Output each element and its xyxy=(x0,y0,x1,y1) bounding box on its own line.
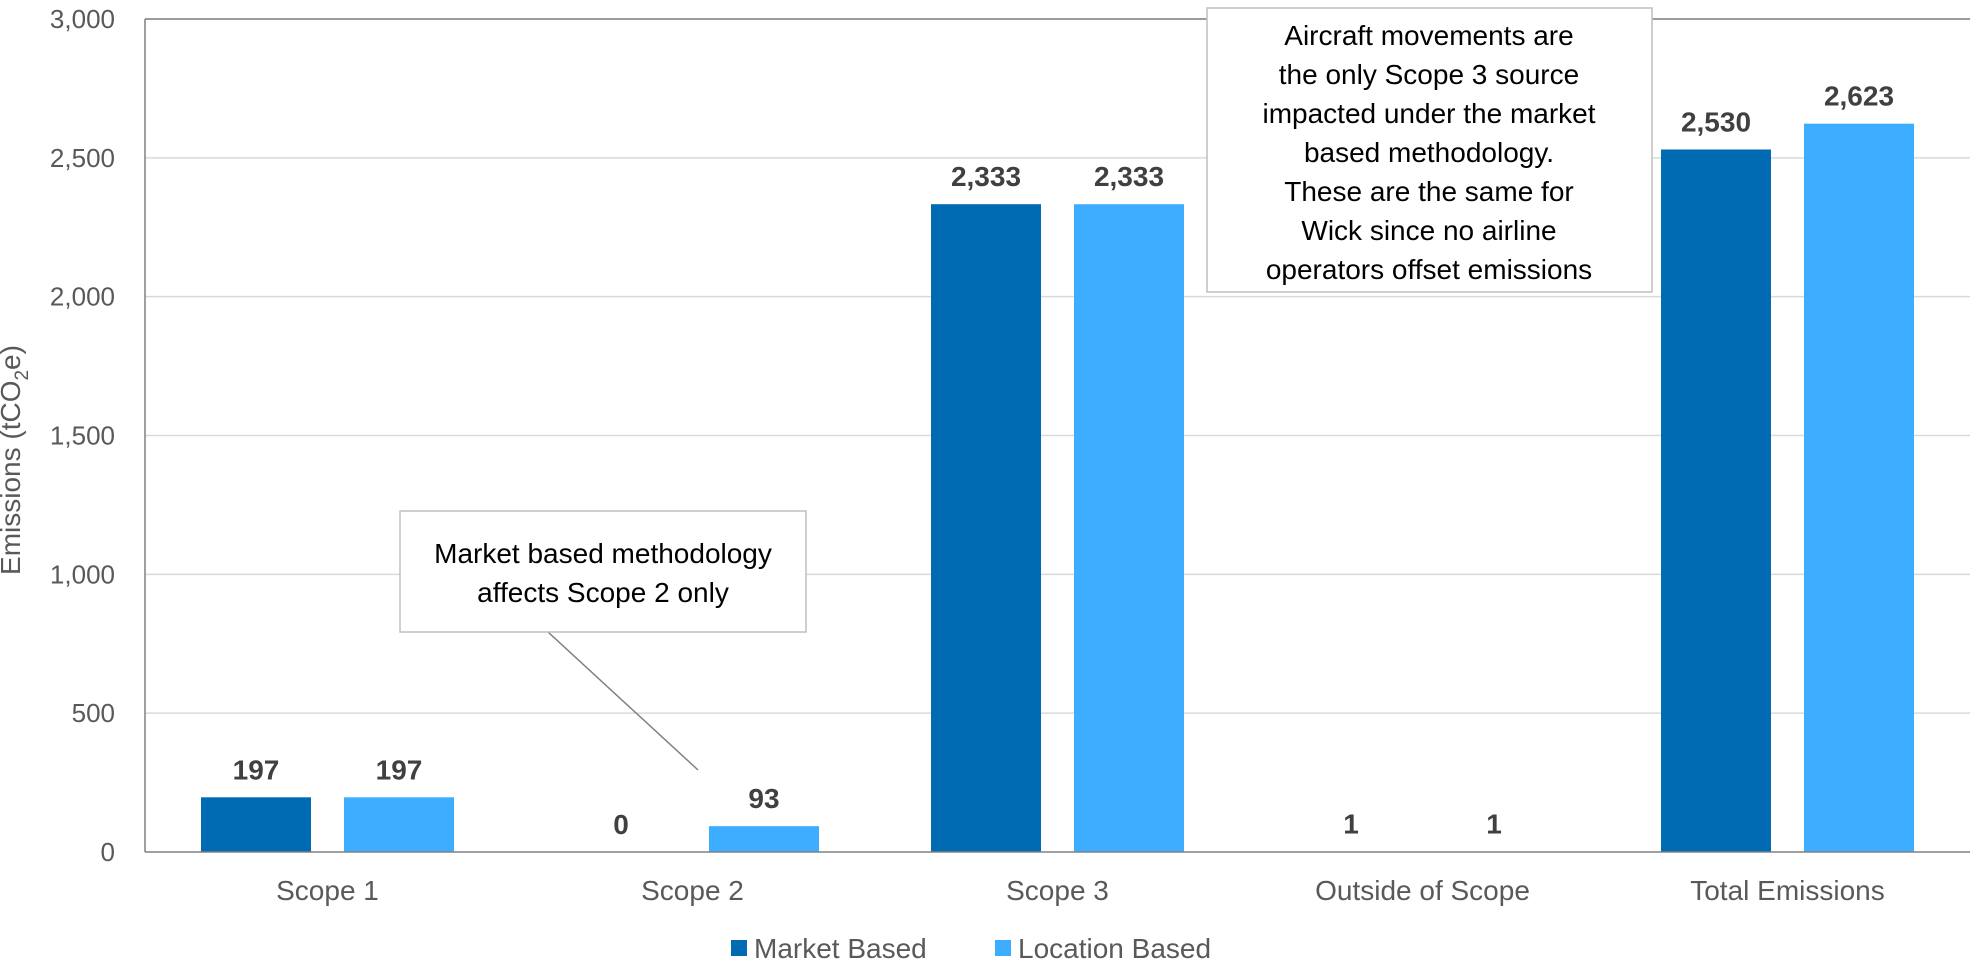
bar-market-based-total-emissions xyxy=(1661,149,1771,853)
data-label: 2,333 xyxy=(1094,161,1164,192)
annotation-leader-line xyxy=(547,631,699,771)
y-tick-label: 2,000 xyxy=(50,282,115,312)
x-axis-categories: Scope 1 Scope 2 Scope 3 Outside of Scope Tot… xyxy=(276,875,1885,906)
bar-location-based-scope-3 xyxy=(1074,204,1184,852)
legend-swatch-market-based xyxy=(731,940,747,956)
data-label: 197 xyxy=(233,754,280,785)
annotation-line: These are the same for xyxy=(1284,176,1573,207)
annotation-line: Aircraft movements are xyxy=(1284,20,1573,51)
annotation-line: operators offset emissions xyxy=(1266,254,1592,285)
bar-location-based-scope-1 xyxy=(344,797,454,852)
bar-market-based-scope-3 xyxy=(931,204,1041,852)
data-label: 2,530 xyxy=(1681,107,1751,138)
y-axis-label: Emissions (tCO2e) xyxy=(0,345,33,575)
x-category-label: Scope 1 xyxy=(276,875,379,906)
bars xyxy=(201,123,1914,853)
y-tick-label: 1,000 xyxy=(50,559,115,589)
data-label: 2,623 xyxy=(1824,81,1894,112)
x-category-label: Scope 2 xyxy=(641,875,744,906)
bar-location-based-scope-2 xyxy=(709,826,819,852)
x-category-label: Outside of Scope xyxy=(1315,875,1530,906)
data-labels: 197 197 0 93 2,333 2,333 1 1 2,530 2,623 xyxy=(233,81,1894,840)
axes xyxy=(144,18,1970,853)
data-label: 2,333 xyxy=(951,161,1021,192)
bar-market-based-scope-1 xyxy=(201,797,311,852)
annotation-scope2: Market based methodology affects Scope 2… xyxy=(399,510,807,771)
bar-location-based-total-emissions xyxy=(1804,123,1914,852)
annotation-scope3: Aircraft movements are the only Scope 3 … xyxy=(1206,7,1653,293)
annotation-line: Wick since no airline xyxy=(1301,215,1556,246)
legend-label-location-based: Location Based xyxy=(1018,933,1211,964)
y-tick-label: 1,500 xyxy=(50,421,115,451)
y-tick-label: 2,500 xyxy=(50,143,115,173)
annotation-box xyxy=(1206,7,1653,293)
legend-label-market-based: Market Based xyxy=(754,933,927,964)
y-tick-label: 3,000 xyxy=(50,4,115,34)
annotation-line: affects Scope 2 only xyxy=(477,577,729,608)
y-axis-ticks: 0 500 1,000 1,500 2,000 2,500 3,000 xyxy=(50,4,115,867)
y-tick-label: 0 xyxy=(101,837,115,867)
data-label: 93 xyxy=(748,783,779,814)
legend: Market Based Location Based xyxy=(731,933,1211,964)
data-label: 197 xyxy=(376,754,423,785)
x-category-label: Scope 3 xyxy=(1006,875,1109,906)
annotation-line: the only Scope 3 source xyxy=(1279,59,1579,90)
data-label: 1 xyxy=(1486,809,1502,840)
legend-swatch-location-based xyxy=(995,940,1011,956)
annotation-line: Market based methodology xyxy=(434,538,772,569)
data-label: 0 xyxy=(613,809,629,840)
annotation-line: based methodology. xyxy=(1304,137,1554,168)
annotation-line: impacted under the market xyxy=(1262,98,1595,129)
x-category-label: Total Emissions xyxy=(1690,875,1885,906)
annotation-box xyxy=(399,510,807,633)
y-tick-label: 500 xyxy=(72,698,115,728)
data-label: 1 xyxy=(1343,809,1359,840)
